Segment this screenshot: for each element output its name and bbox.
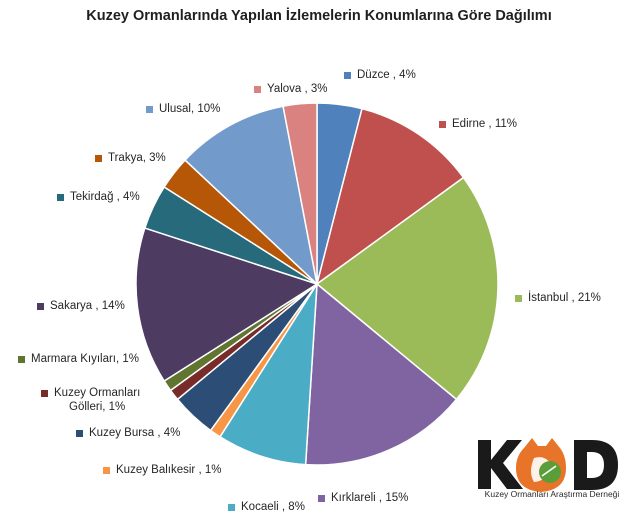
- slice-label-trakya: Trakya, 3%: [95, 151, 166, 165]
- fox-icon: [516, 438, 566, 492]
- pie-slice-yalova: [282, 102, 318, 285]
- logo-letter-d-icon: [574, 440, 618, 490]
- slice-label-kocaeli: Kocaeli , 8%: [228, 500, 305, 514]
- slice-label-text: Ulusal, 10%: [159, 103, 221, 115]
- slice-label-sakarya: Sakarya , 14%: [37, 299, 125, 313]
- legend-swatch: [515, 294, 522, 302]
- pie-slice-kırklareli: [304, 282, 458, 466]
- pie-slice-kocaeli: [218, 283, 318, 466]
- slice-label-text: Kırklareli , 15%: [331, 492, 409, 504]
- slice-label-text: Düzce , 4%: [357, 69, 416, 81]
- slice-label-text: Kuzey Balıkesir , 1%: [116, 464, 222, 476]
- slice-label-i̇stanbul: İstanbul , 21%: [515, 291, 601, 305]
- slice-label-kırklareli: Kırklareli , 15%: [318, 491, 408, 505]
- legend-swatch: [57, 193, 64, 201]
- legend-swatch: [254, 85, 261, 93]
- slice-label-kuzey-ormanları-gölleri: Kuzey Ormanları Gölleri, 1%: [41, 386, 140, 414]
- chart-title: Kuzey Ormanlarında Yapılan İzlemelerin K…: [86, 8, 552, 24]
- slice-label-text: Kocaeli , 8%: [241, 501, 305, 513]
- slice-label-tekirdağ: Tekirdağ , 4%: [57, 190, 140, 204]
- slice-label-text: Kuzey Bursa , 4%: [89, 427, 181, 439]
- slice-label-edirne: Edirne , 11%: [439, 117, 517, 131]
- slice-label-text: Yalova , 3%: [267, 83, 328, 95]
- slice-label-ulusal: Ulusal, 10%: [146, 102, 220, 116]
- legend-swatch: [103, 466, 110, 474]
- pie-slice-i̇stanbul: [315, 176, 499, 401]
- logo-letter-k-icon: [478, 440, 523, 489]
- legend-swatch: [146, 105, 153, 113]
- slice-label-düzce: Düzce , 4%: [344, 68, 416, 82]
- slice-label-text: Edirne , 11%: [452, 118, 517, 130]
- slice-label-text: Tekirdağ , 4%: [70, 191, 140, 203]
- pie-slice-ulusal: [183, 105, 319, 287]
- pie-slice-sakarya: [135, 227, 319, 383]
- pie-slice-edirne: [315, 107, 465, 286]
- slice-label-text: Kuzey Ormanları Gölleri, 1%: [54, 387, 141, 413]
- slice-label-text: Sakarya , 14%: [50, 300, 125, 312]
- kod-logo: [478, 438, 618, 492]
- legend-swatch: [41, 390, 48, 397]
- logo-text: Kuzey Ormanları Araştırma Derneği: [484, 489, 620, 499]
- legend-swatch: [439, 120, 446, 128]
- legend-swatch: [18, 355, 25, 363]
- slice-label-kuzey-bursa: Kuzey Bursa , 4%: [76, 426, 180, 440]
- slice-label-text: İstanbul , 21%: [528, 292, 601, 304]
- slice-label-kuzey-balıkesir: Kuzey Balıkesir , 1%: [103, 463, 221, 477]
- legend-swatch: [76, 429, 83, 437]
- slice-label-yalova: Yalova , 3%: [254, 82, 328, 96]
- legend-swatch: [318, 494, 325, 502]
- slice-label-text: Trakya, 3%: [108, 152, 166, 164]
- legend-swatch: [344, 71, 351, 79]
- legend-swatch: [228, 503, 235, 511]
- slice-label-text: Marmara Kıyıları, 1%: [31, 353, 139, 365]
- legend-swatch: [37, 302, 44, 310]
- legend-swatch: [95, 154, 102, 162]
- slice-label-marmara-kıyıları: Marmara Kıyıları, 1%: [18, 352, 139, 366]
